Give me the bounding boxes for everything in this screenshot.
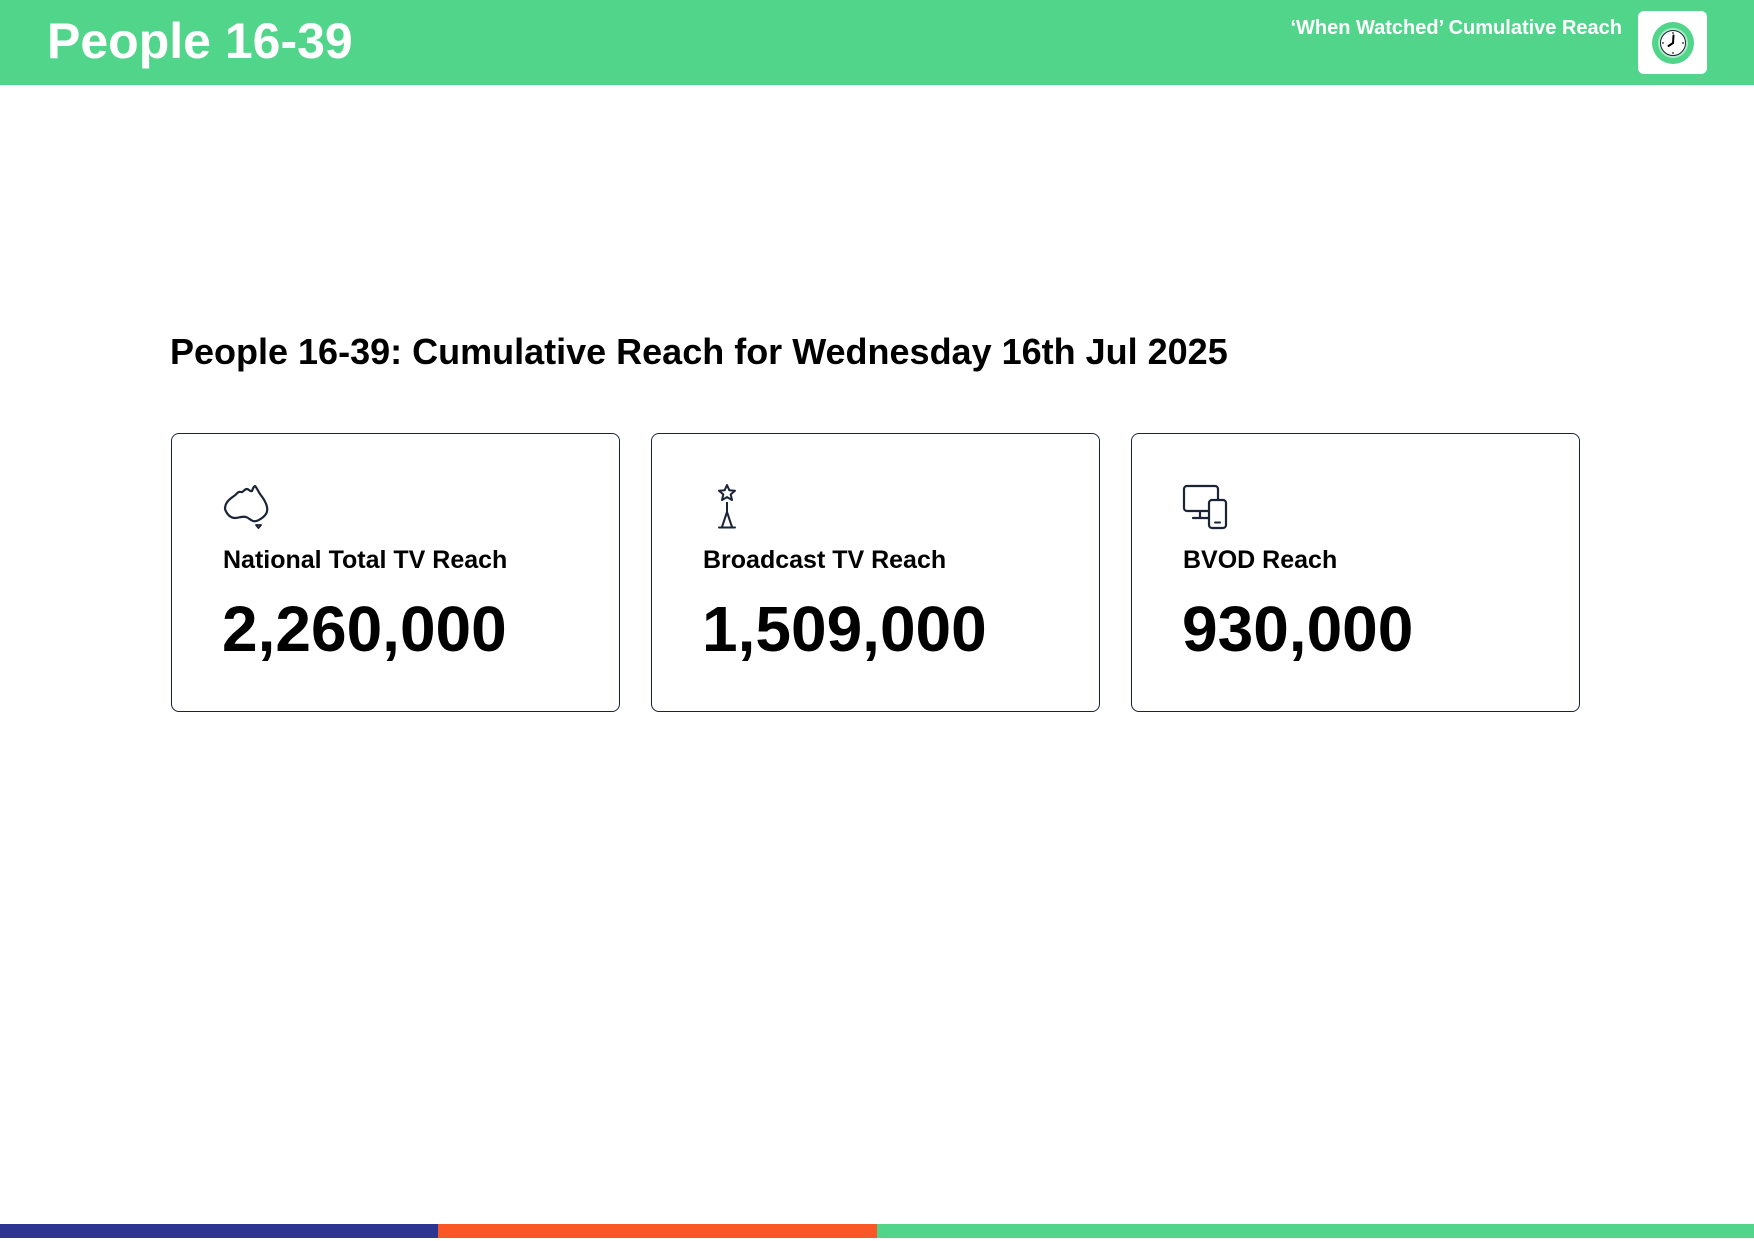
broadcast-tower-icon: [718, 484, 736, 529]
card-value: 930,000: [1182, 593, 1414, 665]
card-label: BVOD Reach: [1183, 546, 1338, 574]
card-label: National Total TV Reach: [223, 546, 508, 574]
broadcast-tv-reach-card: Broadcast TV Reach 1,509,000: [651, 433, 1100, 712]
card-label: Broadcast TV Reach: [703, 546, 947, 574]
header-subtitle: ‘When Watched’ Cumulative Reach: [1290, 17, 1622, 39]
footer-bar-green: [877, 1224, 1754, 1238]
footer-bar-navy: [0, 1224, 438, 1238]
page-title: People 16-39: Cumulative Reach for Wedne…: [170, 331, 1228, 372]
header-bar: People 16-39 ‘When Watched’ Cumulative R…: [0, 0, 1754, 85]
footer-bar-orange: [438, 1224, 877, 1238]
clock-badge: [1638, 11, 1707, 74]
header-title: People 16-39: [47, 13, 353, 69]
clock-icon: [1651, 21, 1694, 64]
australia-map-icon: [223, 484, 269, 529]
national-total-tv-reach-card: National Total TV Reach 2,260,000: [171, 433, 620, 712]
card-value: 1,509,000: [702, 593, 987, 665]
card-value: 2,260,000: [222, 593, 507, 665]
devices-icon: [1182, 484, 1228, 530]
bvod-reach-card: BVOD Reach 930,000: [1131, 433, 1580, 712]
